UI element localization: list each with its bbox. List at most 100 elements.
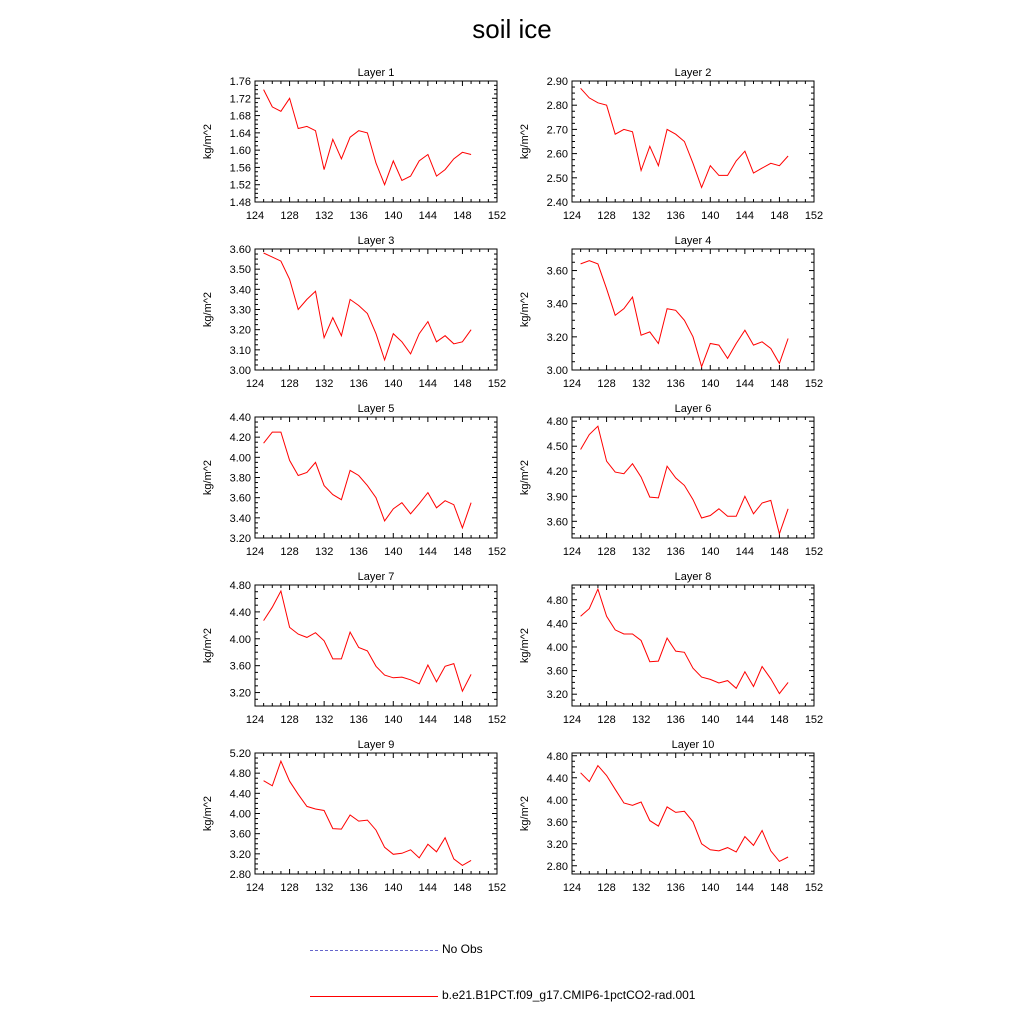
y-tick-label: 4.40: [230, 412, 251, 424]
x-tick-label: 136: [667, 210, 685, 222]
x-tick-label: 148: [770, 882, 788, 894]
plot-frame-10: [571, 752, 815, 875]
y-tick-label: 5.20: [230, 748, 251, 760]
y-tick-label: 3.30: [230, 305, 251, 317]
y-tick-label: 3.60: [230, 244, 251, 256]
panel-title-4: Layer 4: [675, 235, 712, 247]
legend-swatch-no-obs: [310, 950, 438, 951]
y-tick-label: 3.40: [230, 284, 251, 296]
panel-title-2: Layer 2: [675, 67, 712, 79]
legend-swatch-model-run: [310, 996, 438, 997]
x-tick-label: 128: [597, 882, 615, 894]
y-tick-label: 1.72: [230, 93, 251, 105]
y-tick-label: 4.00: [230, 452, 251, 464]
y-tick-label: 2.80: [230, 869, 251, 881]
x-tick-label: 140: [701, 714, 719, 726]
y-tick-label: 1.68: [230, 111, 251, 123]
y-tick-label: 3.60: [230, 493, 251, 505]
x-tick-label: 140: [384, 546, 402, 558]
y-tick-label: 3.60: [547, 817, 568, 829]
panel-title-9: Layer 9: [358, 739, 395, 751]
x-tick-label: 148: [453, 714, 471, 726]
plot-frame-9: [254, 752, 498, 875]
x-tick-label: 152: [805, 714, 823, 726]
plot-frame-7: [254, 584, 498, 707]
x-tick-label: 144: [736, 210, 754, 222]
x-tick-label: 136: [350, 714, 368, 726]
x-tick-label: 152: [488, 714, 506, 726]
legend-label-no-obs: No Obs: [442, 942, 483, 956]
y-tick-label: 4.00: [230, 634, 251, 646]
y-tick-label: 3.60: [547, 666, 568, 678]
x-tick-label: 136: [350, 546, 368, 558]
x-tick-label: 148: [453, 378, 471, 390]
x-tick-label: 148: [453, 546, 471, 558]
series-line-layer-1: [263, 89, 472, 187]
x-tick-label: 136: [667, 378, 685, 390]
panel-title-5: Layer 5: [358, 403, 395, 415]
y-tick-label: 4.00: [547, 642, 568, 654]
y-axis-label-1: kg/m^2: [202, 124, 214, 159]
y-tick-label: 1.76: [230, 76, 251, 88]
y-tick-label: 4.40: [547, 618, 568, 630]
y-tick-label: 3.20: [230, 849, 251, 861]
y-axis-label-6: kg/m^2: [519, 460, 531, 495]
y-tick-label: 3.80: [230, 473, 251, 485]
x-tick-label: 152: [488, 882, 506, 894]
x-tick-label: 140: [384, 882, 402, 894]
page-title: soil ice: [472, 14, 552, 44]
y-tick-label: 4.00: [230, 809, 251, 821]
x-tick-label: 140: [701, 882, 719, 894]
plot-frame-1: [254, 80, 498, 203]
x-tick-label: 152: [488, 378, 506, 390]
panel-title-8: Layer 8: [675, 571, 712, 583]
y-tick-label: 3.60: [230, 829, 251, 841]
y-tick-label: 1.56: [230, 162, 251, 174]
x-tick-label: 132: [632, 882, 650, 894]
x-tick-label: 124: [246, 882, 264, 894]
x-tick-label: 132: [632, 210, 650, 222]
x-tick-label: 132: [632, 546, 650, 558]
x-tick-label: 148: [770, 546, 788, 558]
y-tick-label: 3.60: [230, 661, 251, 673]
y-tick-label: 2.80: [547, 861, 568, 873]
x-tick-label: 128: [597, 546, 615, 558]
x-tick-label: 128: [280, 714, 298, 726]
panel-title-10: Layer 10: [672, 739, 715, 751]
x-tick-label: 136: [667, 546, 685, 558]
plot-frame-4: [571, 248, 815, 371]
plot-frame-3: [254, 248, 498, 371]
y-tick-label: 2.40: [547, 197, 568, 209]
y-tick-label: 3.00: [230, 365, 251, 377]
x-tick-label: 132: [315, 378, 333, 390]
panel-title-6: Layer 6: [675, 403, 712, 415]
y-axis-label-8: kg/m^2: [519, 628, 531, 663]
y-tick-label: 4.50: [547, 441, 568, 453]
panel-title-3: Layer 3: [358, 235, 395, 247]
y-tick-label: 3.40: [547, 299, 568, 311]
y-tick-label: 3.50: [230, 264, 251, 276]
y-tick-label: 4.40: [547, 773, 568, 785]
series-line-layer-2: [580, 87, 789, 189]
x-tick-label: 124: [246, 210, 264, 222]
y-tick-label: 4.80: [230, 580, 251, 592]
x-tick-label: 128: [597, 210, 615, 222]
y-tick-label: 3.20: [230, 325, 251, 337]
y-tick-label: 1.64: [230, 128, 251, 140]
x-tick-label: 144: [419, 210, 437, 222]
x-tick-label: 144: [736, 882, 754, 894]
x-tick-label: 148: [453, 882, 471, 894]
x-tick-label: 148: [770, 714, 788, 726]
x-tick-label: 136: [350, 882, 368, 894]
x-tick-label: 152: [805, 210, 823, 222]
series-line-layer-10: [580, 764, 789, 863]
x-tick-label: 132: [632, 378, 650, 390]
x-tick-label: 152: [805, 546, 823, 558]
y-tick-label: 2.50: [547, 173, 568, 185]
x-tick-label: 148: [770, 378, 788, 390]
x-tick-label: 132: [315, 882, 333, 894]
y-axis-label-5: kg/m^2: [202, 460, 214, 495]
panel-title-7: Layer 7: [358, 571, 395, 583]
x-tick-label: 148: [770, 210, 788, 222]
